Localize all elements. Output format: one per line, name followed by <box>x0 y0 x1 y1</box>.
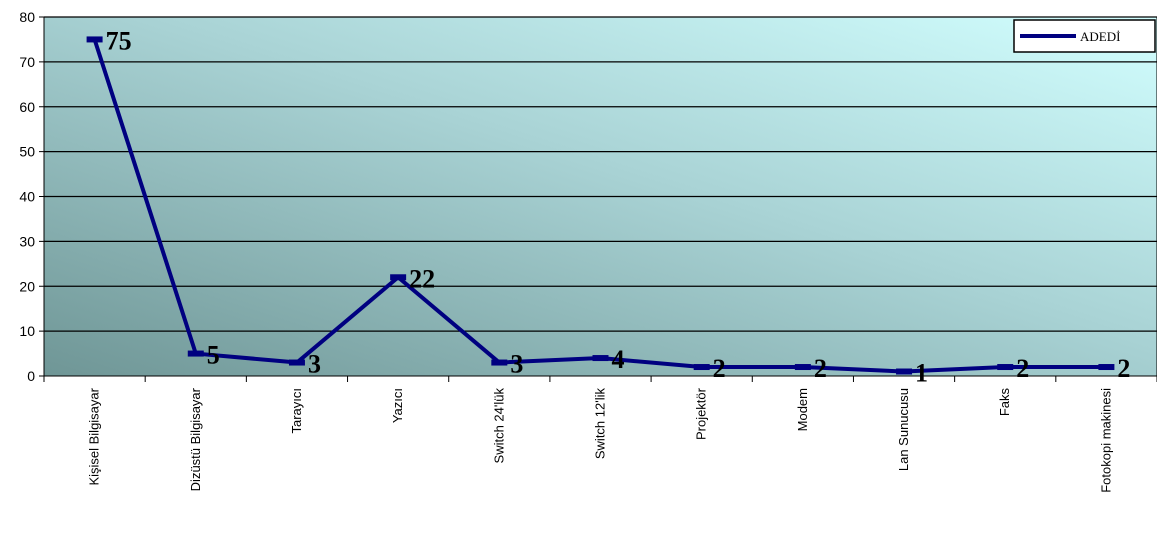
data-point <box>693 364 710 371</box>
y-tick-label: 10 <box>19 323 35 339</box>
series-layer <box>86 36 1115 375</box>
y-tick-label: 60 <box>19 99 35 115</box>
data-label: 4 <box>612 345 625 374</box>
y-tick-label: 50 <box>19 144 35 160</box>
y-tick-label: 70 <box>19 54 35 70</box>
category-label: Switch 12'lik <box>593 388 608 460</box>
data-point <box>390 274 407 281</box>
data-label: 22 <box>409 264 435 293</box>
data-point <box>592 355 609 362</box>
category-label: Yazıcı <box>390 388 405 423</box>
legend-label: ADEDİ <box>1080 29 1120 44</box>
data-point <box>794 364 811 371</box>
data-label: 2 <box>1117 354 1130 383</box>
data-point <box>491 359 508 366</box>
y-tick-label: 80 <box>19 9 35 25</box>
category-label: Tarayıcı <box>289 388 304 434</box>
data-point <box>1098 364 1115 371</box>
data-point <box>896 368 913 375</box>
x-axis-ticks: Kişisel Bilgisayar Dizüstü Bilgisayar Tara… <box>43 376 1157 493</box>
data-point <box>86 36 103 43</box>
y-tick-label: 0 <box>27 368 35 384</box>
category-label: Dizüstü Bilgisayar <box>188 387 203 491</box>
y-tick-label: 40 <box>19 189 35 205</box>
data-label: 75 <box>106 26 132 55</box>
category-label: Switch 24'lük <box>491 388 506 464</box>
y-tick-label: 30 <box>19 233 35 249</box>
data-point <box>997 364 1014 371</box>
data-label: 2 <box>713 354 726 383</box>
category-label: Modem <box>795 388 810 431</box>
category-label: Projektör <box>694 387 709 440</box>
data-label: 3 <box>308 350 321 379</box>
data-label: 5 <box>207 341 220 370</box>
y-axis-ticks: 0 10 20 30 40 50 60 70 80 <box>19 9 44 384</box>
data-point <box>288 359 305 366</box>
data-label: 2 <box>814 354 827 383</box>
category-label: Faks <box>997 388 1012 417</box>
y-tick-label: 20 <box>19 278 35 294</box>
data-label: 3 <box>510 350 523 379</box>
category-label: Fotokopi makinesi <box>1098 388 1113 493</box>
data-label: 1 <box>915 359 928 388</box>
data-label: 2 <box>1016 354 1029 383</box>
gridlines <box>44 16 1157 332</box>
legend: ADEDİ <box>1013 19 1156 53</box>
data-point <box>187 350 204 357</box>
category-label: Kişisel Bilgisayar <box>87 387 102 485</box>
category-label: Lan Sunucusu <box>896 388 911 471</box>
